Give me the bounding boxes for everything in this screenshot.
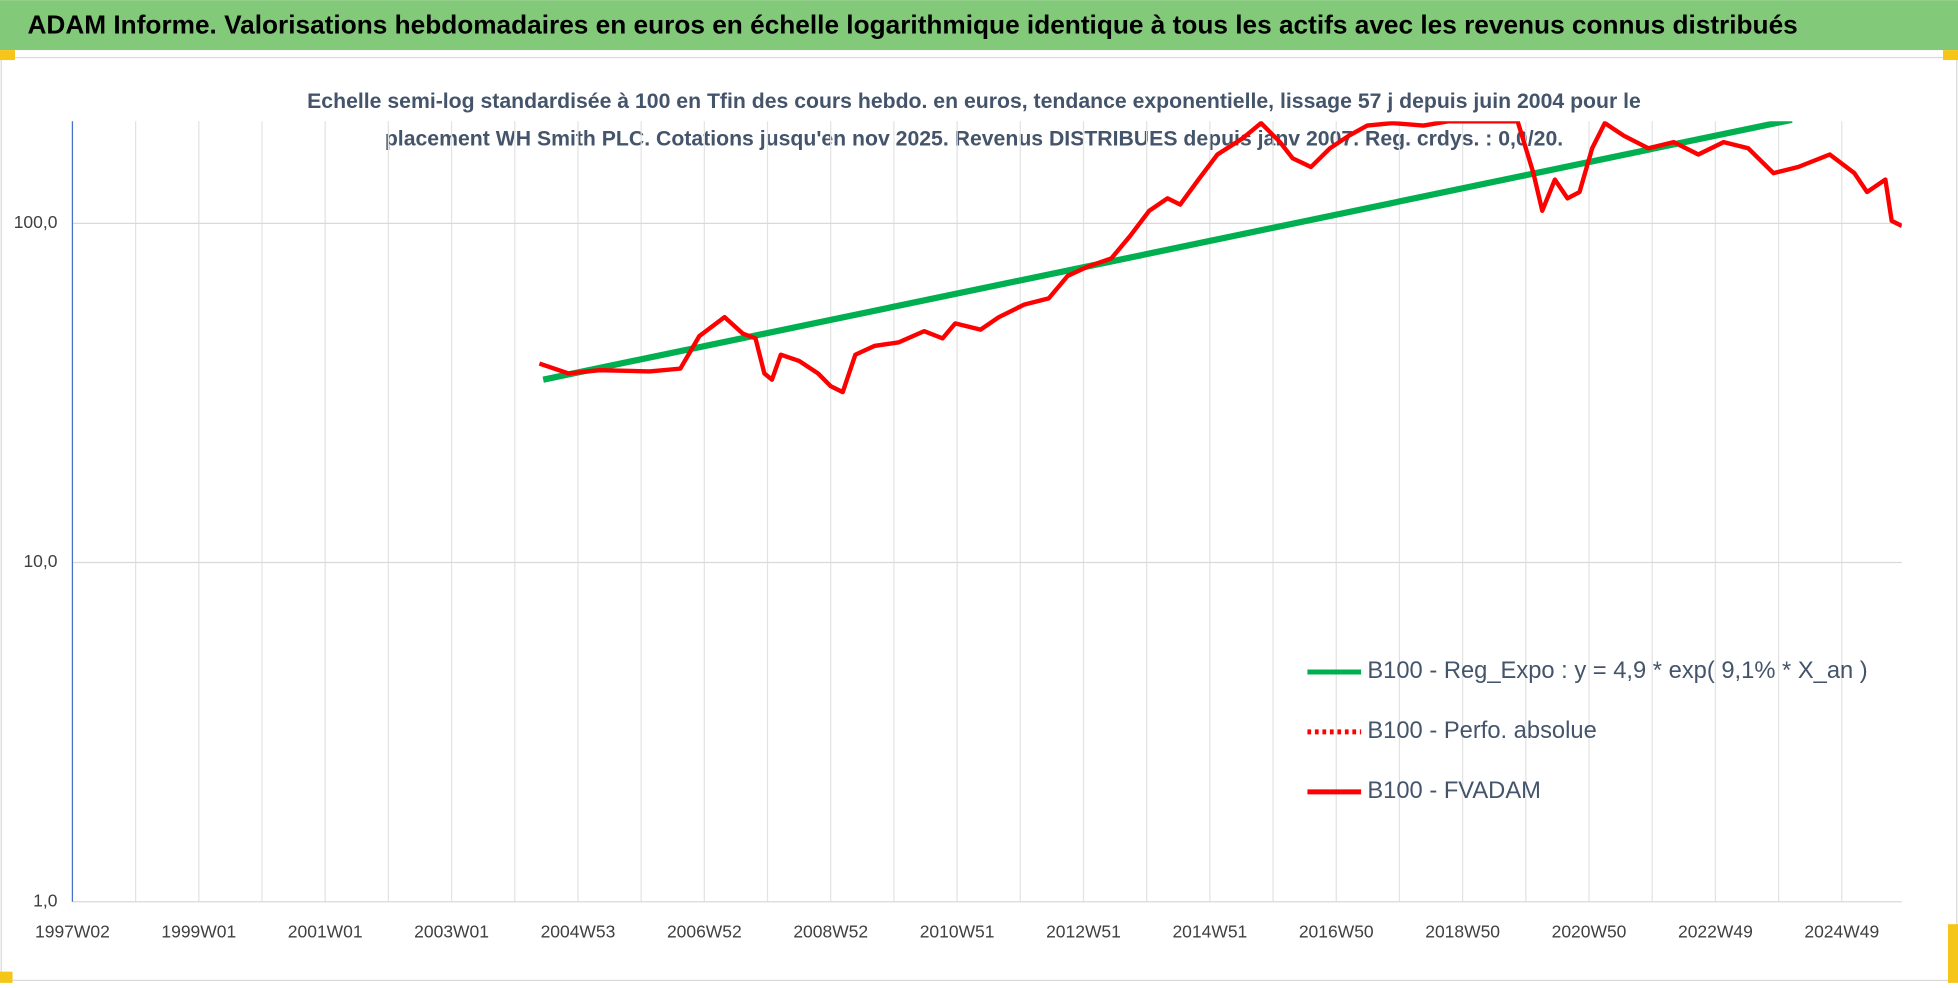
frame — [0, 56, 1958, 981]
x-tick-label: 2004W53 — [541, 922, 616, 942]
subtitle: placement WH Smith PLC. Cotations jusqu'… — [385, 128, 1563, 151]
corner — [1943, 50, 1958, 61]
x-tick-label: 2006W52 — [667, 922, 742, 942]
legend-label: B100 - Reg_Expo : y = 4,9 * exp( 9,1% * … — [1367, 658, 1867, 684]
y-tick-label: 100,0 — [14, 212, 58, 232]
corner — [0, 971, 13, 983]
x-tick-label: 2008W52 — [793, 922, 868, 942]
subtitle: Echelle semi-log standardisée à 100 en T… — [307, 90, 1641, 113]
x-tick-label: 2024W49 — [1804, 922, 1879, 942]
header-bar — [0, 0, 1958, 51]
header-title: ADAM Informe. Valorisations hebdomadaire… — [27, 9, 1797, 39]
corner — [0, 50, 15, 61]
legend-label: B100 - FVADAM — [1367, 778, 1541, 804]
legend-label: B100 - Perfo. absolue — [1367, 718, 1596, 744]
corner — [1948, 924, 1958, 983]
x-tick-label: 2014W51 — [1172, 922, 1247, 942]
x-tick-label: 2001W01 — [288, 922, 363, 942]
x-tick-label: 2012W51 — [1046, 922, 1121, 942]
x-tick-label: 2003W01 — [414, 922, 489, 942]
x-tick-label: 2010W51 — [920, 922, 995, 942]
x-tick-label: 2022W49 — [1678, 922, 1753, 942]
y-tick-label: 10,0 — [23, 551, 57, 571]
x-tick-label: 2020W50 — [1552, 922, 1627, 942]
series-line — [538, 121, 1902, 395]
y-tick-label: 1,0 — [33, 890, 58, 910]
x-tick-label: 1999W01 — [161, 922, 236, 942]
x-tick-label: 2018W50 — [1425, 922, 1500, 942]
x-tick-label: 2016W50 — [1299, 922, 1374, 942]
x-tick-label: 1997W02 — [35, 922, 110, 942]
